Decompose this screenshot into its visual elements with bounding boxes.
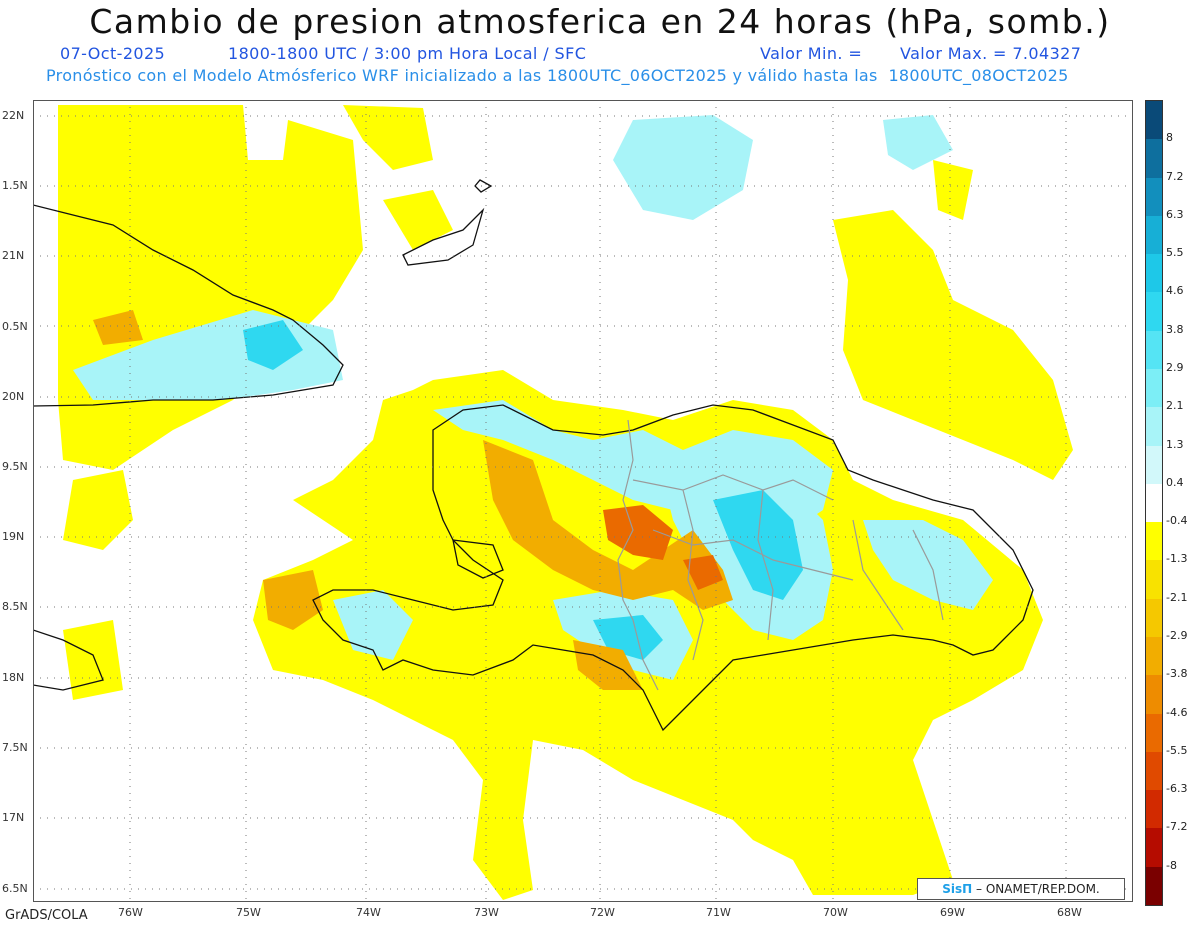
colorbar-swatch bbox=[1146, 713, 1162, 752]
colorbar-swatch bbox=[1146, 790, 1162, 829]
colorbar-label: -2.9 bbox=[1166, 629, 1188, 642]
colorbar-label: 4.6 bbox=[1166, 284, 1184, 298]
colorbar-label: -2.1 bbox=[1166, 590, 1188, 604]
colorbar-label: 0.4 bbox=[1166, 475, 1184, 489]
colorbar-swatch bbox=[1146, 522, 1162, 561]
colorbar-swatch bbox=[1146, 866, 1162, 905]
colorbar-label: -1.3 bbox=[1166, 552, 1188, 566]
colorbar-swatch bbox=[1146, 445, 1162, 484]
lat-label: 6.5N bbox=[2, 882, 28, 895]
model-info-line: Pronóstico con el Modelo Atmósferico WRF… bbox=[46, 66, 1069, 85]
colorbar-label: 2.1 bbox=[1166, 399, 1184, 413]
colorbar-label: -5.5 bbox=[1166, 743, 1188, 757]
lon-label: 74W bbox=[356, 906, 381, 919]
lat-label: 19N bbox=[2, 530, 25, 543]
core-negative-shading bbox=[603, 505, 723, 590]
colorbar-label: -7.2 bbox=[1166, 820, 1188, 834]
colorbar-label: 3.8 bbox=[1166, 322, 1184, 336]
graticule bbox=[33, 100, 1133, 902]
lat-label: 1.5N bbox=[2, 179, 28, 192]
lon-label: 75W bbox=[236, 906, 261, 919]
colorbar-swatch bbox=[1146, 215, 1162, 255]
colorbar-swatch bbox=[1146, 483, 1162, 523]
min-value-label: Valor Min. = bbox=[760, 44, 863, 63]
lat-label: 0.5N bbox=[2, 320, 28, 333]
lon-label: 72W bbox=[590, 906, 615, 919]
colorbar-label: 8 bbox=[1166, 131, 1173, 145]
credit-text: – ONAMET/REP.DOM. bbox=[976, 882, 1100, 896]
colorbar-swatch bbox=[1146, 407, 1162, 446]
max-value-label: Valor Max. = 7.04327 bbox=[900, 44, 1082, 63]
sispi-logo: SisΠ bbox=[942, 882, 973, 896]
colorbar-label: 1.3 bbox=[1166, 437, 1184, 451]
colorbar-swatch bbox=[1146, 751, 1162, 791]
colorbar-label: 5.5 bbox=[1166, 246, 1184, 260]
lat-label: 7.5N bbox=[2, 741, 28, 754]
colorbar-swatch bbox=[1146, 139, 1162, 178]
lat-label: 21N bbox=[2, 249, 25, 262]
colorbar-swatch bbox=[1146, 560, 1162, 599]
pressure-change-map bbox=[33, 100, 1133, 902]
colorbar-label: -3.8 bbox=[1166, 667, 1188, 681]
lat-label: 8.5N bbox=[2, 600, 28, 613]
colorbar-swatch bbox=[1146, 101, 1162, 140]
lon-label: 68W bbox=[1057, 906, 1082, 919]
lon-label: 69W bbox=[940, 906, 965, 919]
province-borders bbox=[617, 419, 944, 691]
lat-label: 17N bbox=[2, 811, 25, 824]
lat-label: 18N bbox=[2, 671, 25, 684]
colorbar-label: -6.3 bbox=[1166, 782, 1188, 796]
grads-credit: GrADS/COLA bbox=[5, 908, 88, 923]
time-label: 1800-1800 UTC / 3:00 pm Hora Local / SFC bbox=[228, 44, 587, 63]
onamet-credit-box: SisΠ – ONAMET/REP.DOM. bbox=[917, 878, 1125, 900]
lon-label: 76W bbox=[118, 906, 143, 919]
colorbar-swatch bbox=[1146, 675, 1162, 714]
coastlines bbox=[33, 179, 1034, 732]
colorbar-swatch bbox=[1146, 254, 1162, 293]
strong-negative-shading bbox=[93, 310, 733, 690]
colorbar bbox=[1145, 100, 1163, 906]
colorbar-swatch bbox=[1146, 368, 1162, 408]
colorbar-label: 2.9 bbox=[1166, 361, 1184, 374]
colorbar-swatch bbox=[1146, 330, 1162, 369]
colorbar-swatch bbox=[1146, 177, 1162, 216]
colorbar-swatch bbox=[1146, 636, 1162, 676]
lat-label: 20N bbox=[2, 390, 25, 403]
colorbar-label: -0.4 bbox=[1166, 514, 1188, 528]
colorbar-label: 7.2 bbox=[1166, 169, 1184, 183]
lon-label: 70W bbox=[823, 906, 848, 919]
colorbar-swatch bbox=[1146, 598, 1162, 637]
colorbar-label: -8 bbox=[1166, 858, 1177, 872]
map-title: Cambio de presion atmosferica en 24 hora… bbox=[89, 2, 1111, 41]
lon-label: 71W bbox=[706, 906, 731, 919]
colorbar-swatch bbox=[1146, 292, 1162, 331]
colorbar-label: 6.3 bbox=[1166, 207, 1184, 221]
lon-label: 73W bbox=[474, 906, 499, 919]
colorbar-swatch bbox=[1146, 828, 1162, 867]
lat-label: 9.5N bbox=[2, 460, 28, 473]
colorbar-label: -4.6 bbox=[1166, 705, 1188, 719]
date-label: 07-Oct-2025 bbox=[60, 44, 166, 63]
lat-label: 22N bbox=[2, 109, 25, 122]
